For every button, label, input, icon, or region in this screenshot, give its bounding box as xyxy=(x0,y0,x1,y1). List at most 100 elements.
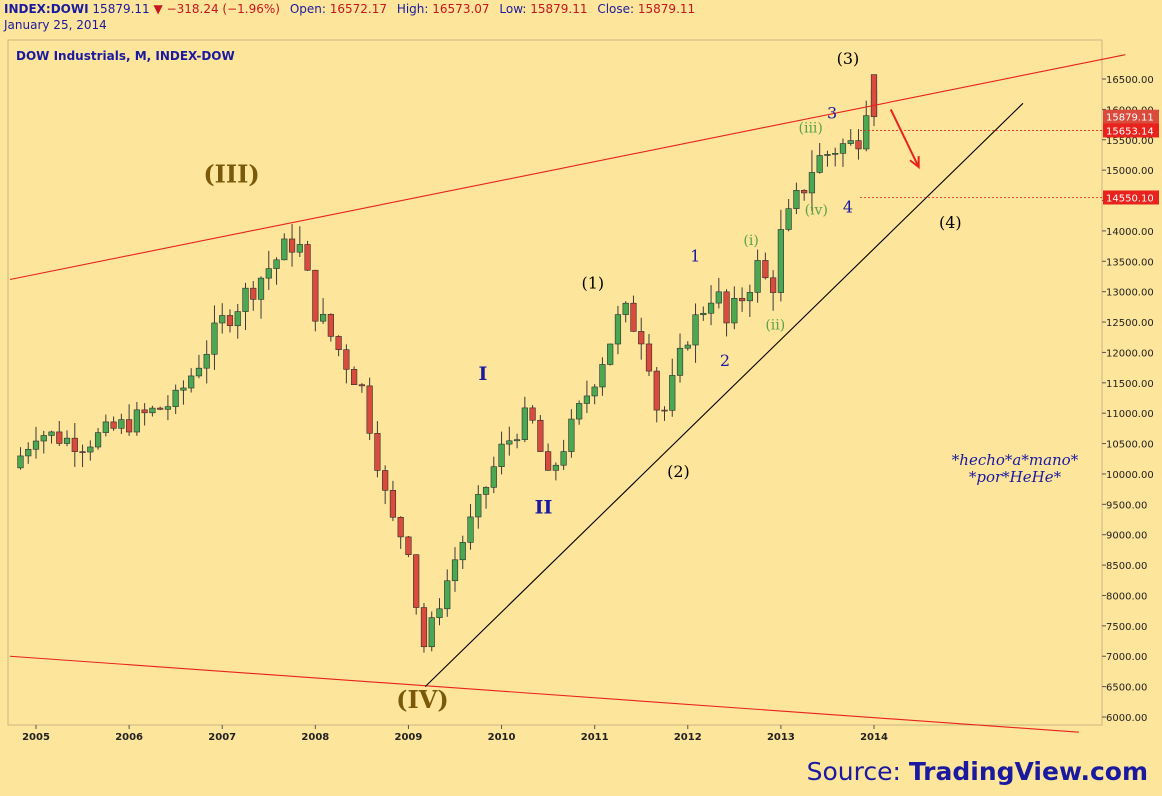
wave-label: 4 xyxy=(843,198,853,217)
candle xyxy=(319,298,327,324)
candle xyxy=(87,440,94,461)
candle xyxy=(731,286,738,330)
candle xyxy=(444,569,451,617)
candle xyxy=(591,384,598,405)
candle xyxy=(413,554,420,615)
candle xyxy=(816,143,823,174)
trend-line-1 xyxy=(9,54,1126,281)
price-tag: 15653.14 xyxy=(1103,123,1159,137)
candle xyxy=(630,295,637,333)
candle xyxy=(529,405,536,424)
trend-line-3 xyxy=(424,102,1024,688)
price-tag-label: 14550.10 xyxy=(1106,193,1154,204)
candle xyxy=(700,306,707,321)
candle xyxy=(351,366,358,385)
candle xyxy=(164,395,172,421)
candle xyxy=(40,430,47,454)
candle xyxy=(157,406,164,411)
price-tag-label: 15879.11 xyxy=(1106,113,1154,124)
candle xyxy=(568,409,575,458)
price-tag: 14550.10 xyxy=(1103,190,1159,205)
candle xyxy=(405,535,412,558)
candle xyxy=(762,252,769,280)
price-change: −318.24 (−1.96%) xyxy=(166,2,280,16)
candle xyxy=(195,354,203,379)
candle xyxy=(281,233,288,261)
wave-label: (i) xyxy=(743,233,758,249)
candle xyxy=(382,465,389,505)
x-tick-label: 2014 xyxy=(860,732,888,743)
candle xyxy=(211,305,218,370)
candle xyxy=(226,309,234,333)
wave-label: II xyxy=(535,496,553,518)
candle xyxy=(172,384,179,415)
candle xyxy=(785,199,792,232)
candle xyxy=(863,100,870,152)
candle xyxy=(312,269,319,332)
candle xyxy=(335,335,342,357)
candle xyxy=(715,277,722,309)
candle xyxy=(754,249,761,303)
y-tick-label: 6000.00 xyxy=(1106,713,1147,724)
y-tick-label: 8000.00 xyxy=(1106,591,1147,602)
candle xyxy=(832,147,839,167)
trend-lines xyxy=(9,54,1126,733)
wave-label: (iv) xyxy=(805,202,828,218)
candle xyxy=(219,303,226,334)
source-name[interactable]: TradingView.com xyxy=(908,757,1148,786)
candle xyxy=(537,415,544,452)
y-tick-label: 10500.00 xyxy=(1106,440,1154,451)
y-tick-label: 16500.00 xyxy=(1106,75,1154,86)
close-label: Close: xyxy=(597,2,635,16)
candle xyxy=(669,358,676,417)
down-triangle-icon: ▼ xyxy=(153,2,163,16)
candle xyxy=(133,401,140,436)
candle xyxy=(149,405,156,417)
candle xyxy=(645,334,653,377)
candle xyxy=(684,341,691,351)
candle xyxy=(459,535,466,569)
y-tick-label: 9500.00 xyxy=(1106,500,1147,511)
wave-label: (III) xyxy=(203,159,259,188)
candle xyxy=(777,209,784,302)
candle xyxy=(576,400,583,425)
candle xyxy=(451,547,459,592)
x-tick-label: 2012 xyxy=(674,732,702,743)
symbol[interactable]: INDEX:DOWI xyxy=(4,2,89,16)
wave-label: (1) xyxy=(581,274,604,293)
y-tick-label: 13000.00 xyxy=(1106,288,1154,299)
candle xyxy=(420,603,428,653)
wave-label: (3) xyxy=(837,49,860,68)
x-tick-label: 2011 xyxy=(581,732,609,743)
wave-label: 3 xyxy=(827,103,837,122)
source-credit: Source: TradingView.com xyxy=(807,757,1148,786)
high-value: 16573.07 xyxy=(432,2,490,16)
x-tick-label: 2006 xyxy=(115,732,143,743)
high-label: High: xyxy=(396,2,429,16)
candle xyxy=(273,257,280,285)
candles xyxy=(17,74,878,653)
y-tick-label: 7000.00 xyxy=(1106,652,1147,663)
candle xyxy=(374,421,381,478)
candle xyxy=(327,313,334,342)
candle-last xyxy=(870,74,878,118)
candle xyxy=(692,303,699,363)
candle xyxy=(428,611,435,652)
candle xyxy=(265,250,272,290)
candle xyxy=(552,462,559,481)
y-tick-label: 11500.00 xyxy=(1106,379,1154,390)
y-tick-label: 10000.00 xyxy=(1106,470,1154,481)
candle xyxy=(599,357,606,396)
candle xyxy=(746,284,753,317)
low-label: Low: xyxy=(499,2,527,16)
candle xyxy=(234,303,241,339)
candle xyxy=(242,282,249,330)
candle xyxy=(63,430,71,447)
candle xyxy=(506,426,513,456)
candle xyxy=(250,281,257,311)
candle xyxy=(110,416,117,431)
close-value: 15879.11 xyxy=(637,2,696,16)
x-tick-label: 2005 xyxy=(22,732,50,743)
candle xyxy=(203,340,210,384)
